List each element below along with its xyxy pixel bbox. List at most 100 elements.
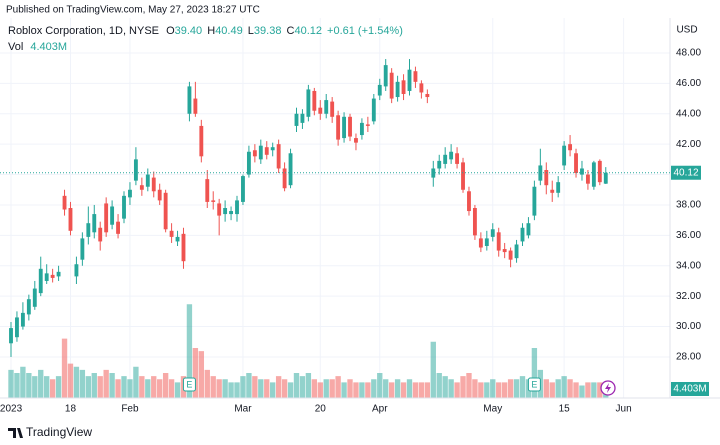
candle-body	[389, 72, 394, 99]
candle-body	[532, 186, 537, 216]
close-label: C	[287, 25, 295, 37]
candle-body	[294, 113, 299, 126]
volume-bar	[466, 373, 472, 398]
last-volume-label: 4.403M	[673, 384, 706, 395]
candle-body	[449, 151, 454, 160]
candle-body	[318, 107, 323, 114]
volume-bar	[275, 376, 282, 398]
volume-bar	[216, 379, 222, 398]
candle-body	[86, 223, 91, 237]
published-note: Published on TradingView.com, May 27, 20…	[6, 5, 260, 16]
candle-body	[365, 124, 370, 126]
candle-body	[264, 147, 269, 155]
volume-bar	[139, 376, 145, 398]
volume-bar	[561, 376, 567, 398]
candle-body	[520, 227, 525, 242]
candle-body	[461, 162, 465, 190]
volume-bar	[281, 379, 288, 398]
volume-bar	[430, 341, 436, 398]
volume-bar	[228, 382, 234, 398]
volume-bar	[311, 379, 318, 398]
candle-body	[181, 233, 186, 262]
volume-bar	[234, 382, 240, 398]
volume-bar	[264, 379, 270, 398]
volume-bar	[168, 379, 175, 398]
candle-body	[270, 147, 275, 151]
candle-body	[556, 182, 561, 193]
x-tick-label: 15	[559, 404, 571, 415]
volume-bar	[20, 366, 26, 398]
volume-bar	[109, 373, 115, 398]
volume-bar	[418, 382, 425, 398]
candle-body	[193, 98, 198, 114]
volume-bar	[91, 373, 97, 398]
volume-bar	[14, 373, 20, 398]
volume-bar	[192, 348, 199, 398]
y-tick-label: 38.00	[676, 200, 701, 211]
volume-bar	[258, 379, 264, 398]
candle-body	[110, 206, 115, 225]
candle-body	[514, 244, 519, 259]
volume-bar	[145, 379, 151, 398]
candle-body	[169, 230, 174, 237]
volume-bar	[388, 382, 395, 398]
candle-body	[407, 69, 412, 91]
footer-brand: TradingView	[26, 425, 92, 439]
volume-bar	[67, 363, 74, 398]
candle-body	[229, 211, 233, 215]
volume-bar	[591, 382, 597, 398]
volume-bar	[240, 376, 246, 398]
candle-body	[122, 195, 126, 219]
x-tick-label: Feb	[121, 404, 139, 415]
open-value: 39.40	[175, 25, 203, 37]
candle-body	[443, 154, 448, 164]
open-label: O	[166, 25, 175, 37]
candle-body	[472, 208, 477, 236]
earnings-badge	[182, 377, 196, 392]
alert-bolt	[605, 383, 611, 393]
candle-body	[157, 189, 162, 201]
y-tick-label: 34.00	[676, 260, 701, 271]
candle-body	[151, 177, 156, 192]
candle-body	[276, 144, 281, 169]
candle-body	[145, 174, 150, 187]
volume-bar	[412, 382, 419, 398]
candle-body	[74, 264, 79, 277]
volume-bar	[454, 382, 460, 398]
volume-bar	[597, 382, 603, 398]
volume-bar	[317, 382, 323, 398]
candle-body	[199, 125, 204, 157]
earnings-label: E	[186, 379, 192, 389]
footer-logo: TradingView	[8, 425, 92, 439]
candle-body	[104, 203, 109, 233]
volume-bar	[490, 379, 496, 398]
volume-bar	[531, 348, 538, 398]
volume-bar	[573, 382, 579, 398]
candle-body	[139, 185, 144, 190]
candle-layer	[9, 59, 608, 357]
volume-bar	[359, 382, 365, 398]
candle-body	[419, 83, 424, 93]
volume-bar	[133, 366, 139, 398]
volume-bar	[103, 369, 109, 398]
candle-body	[288, 153, 293, 186]
last-volume-tag	[671, 382, 709, 396]
volume-bar	[222, 379, 228, 398]
volume-bar	[198, 351, 205, 398]
volume-bar	[79, 369, 86, 398]
candle-body	[342, 116, 347, 139]
candle-body	[354, 138, 358, 143]
change: +0.61 (+1.54%)	[327, 25, 403, 37]
volume-bar	[305, 373, 312, 398]
close-value: 40.12	[294, 25, 322, 37]
low-value: 39.38	[254, 25, 282, 37]
candle-body	[496, 232, 501, 251]
volume-bar	[377, 373, 383, 398]
volume-bar	[448, 379, 454, 398]
volume-bar	[519, 376, 526, 398]
volume-bar	[85, 376, 91, 398]
candle-body	[383, 65, 388, 87]
volume-bar	[38, 369, 44, 398]
candle-body	[80, 238, 85, 260]
volume-bar	[157, 379, 163, 398]
